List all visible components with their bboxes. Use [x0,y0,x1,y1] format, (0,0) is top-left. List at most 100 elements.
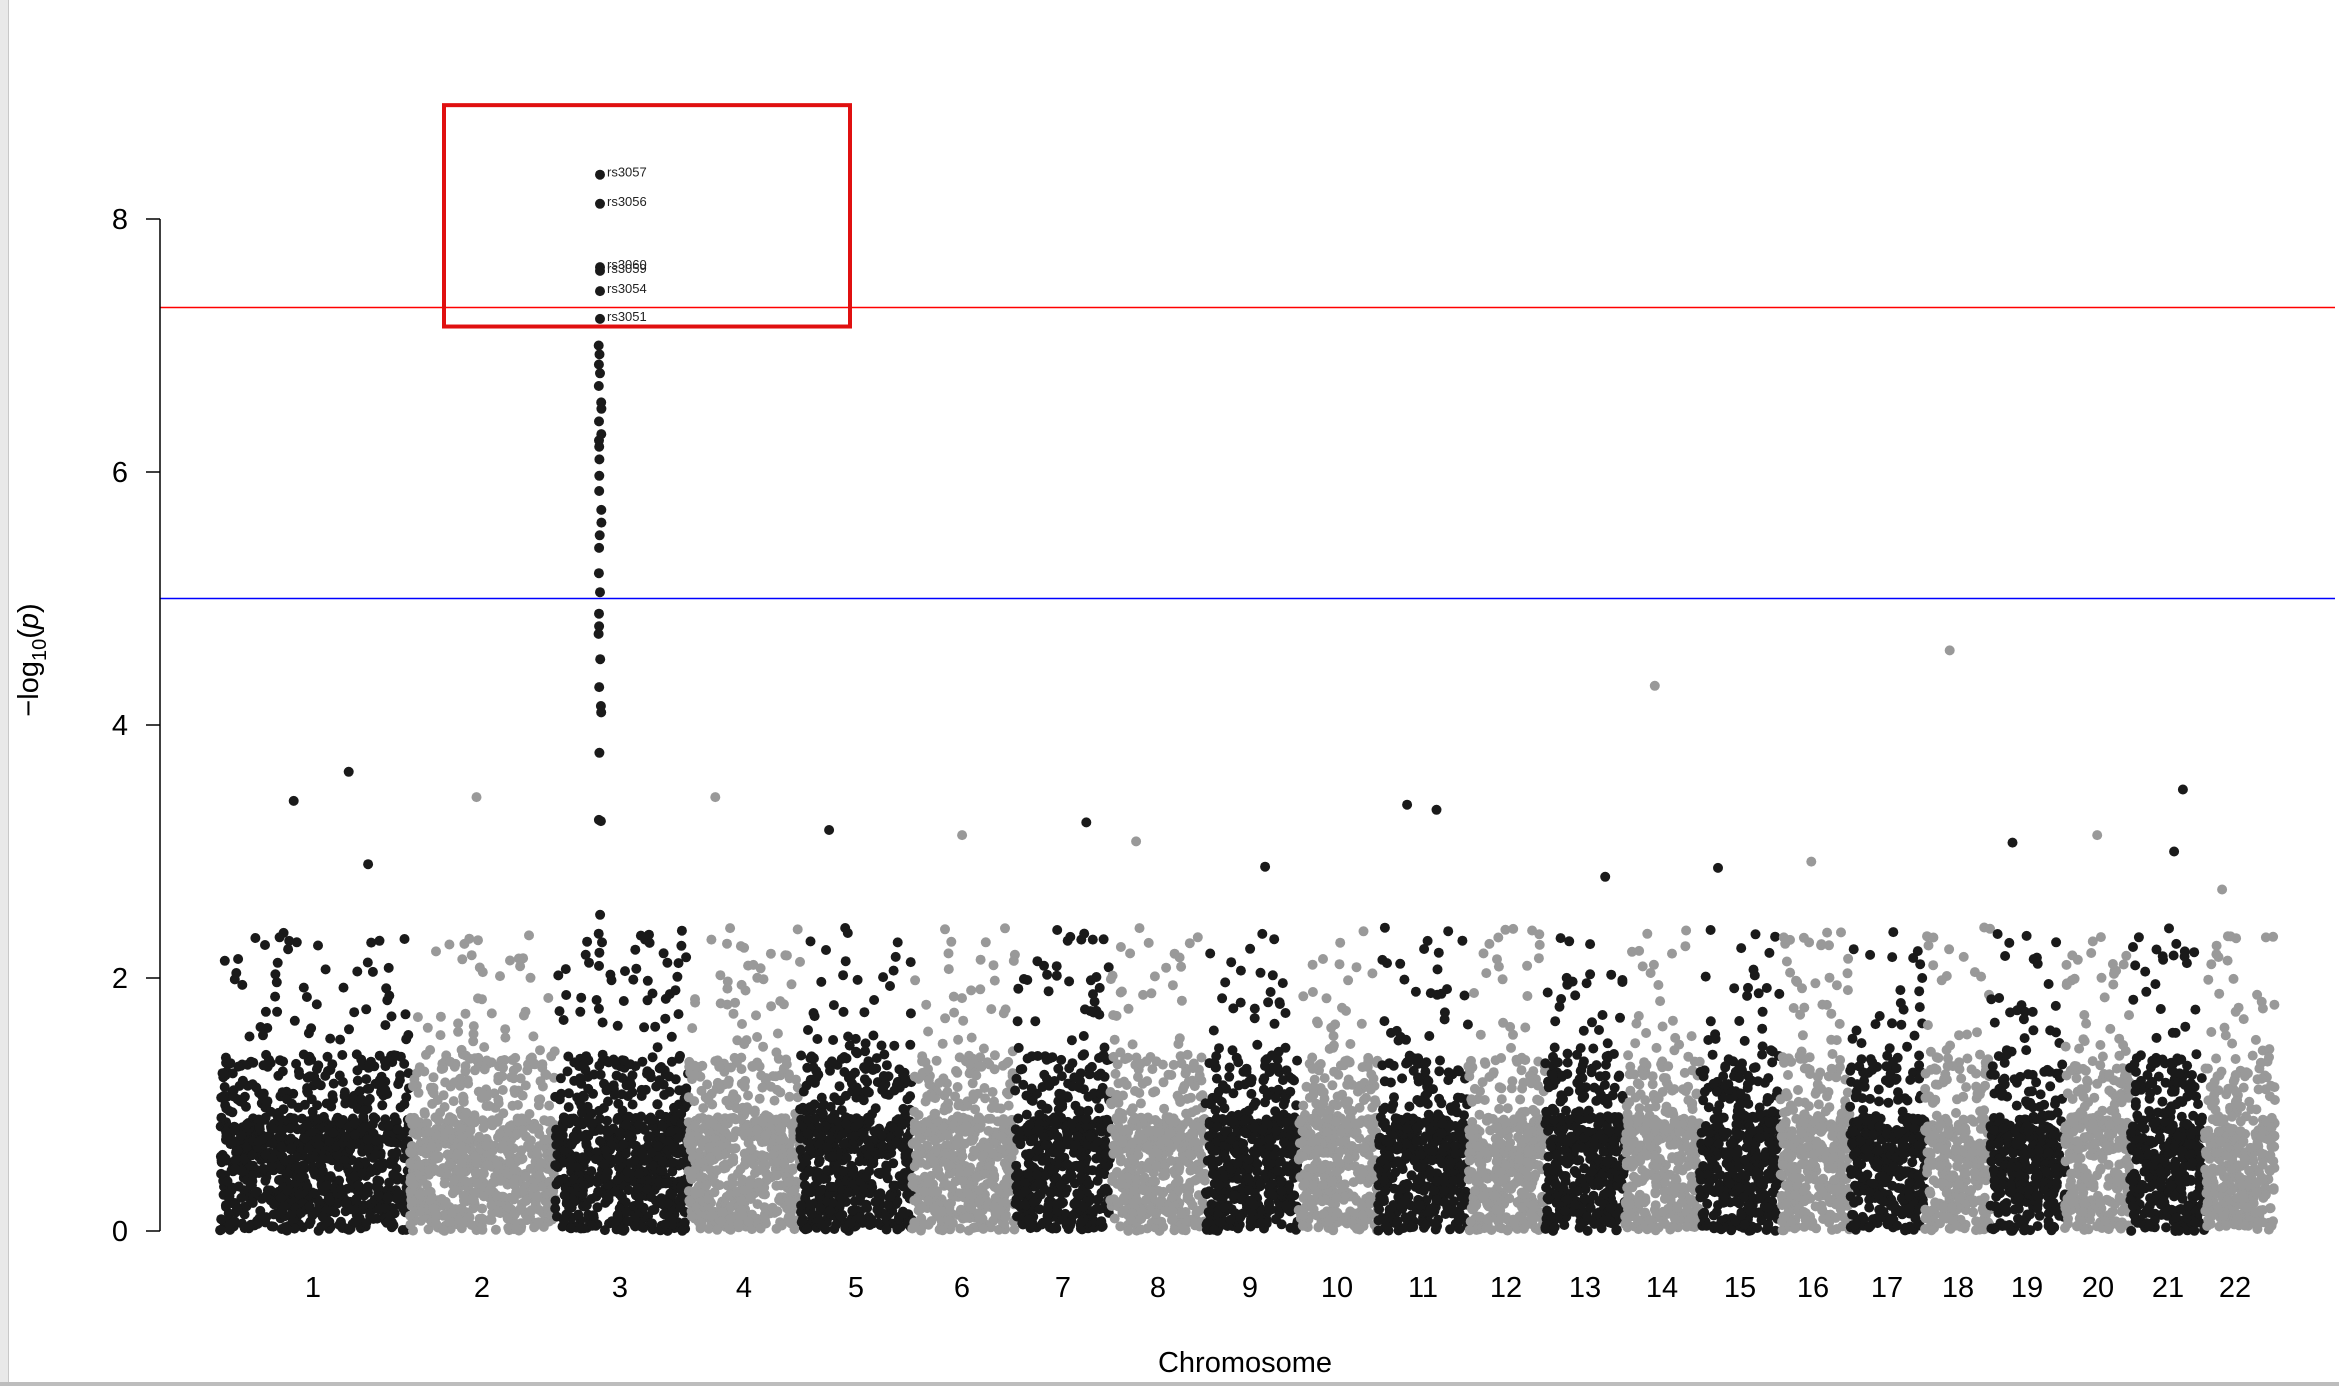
point [1093,1194,1104,1205]
point [616,1224,627,1235]
point [666,1158,677,1169]
point [931,1055,942,1066]
point [380,1020,391,1031]
point [816,1131,827,1142]
point [840,956,851,967]
point [397,1225,408,1235]
point [1091,972,1102,982]
point [295,1172,306,1183]
point [533,1100,544,1111]
point [766,1001,777,1012]
point [942,1086,953,1097]
point [623,1185,634,1196]
point [623,1091,633,1102]
point [466,950,477,961]
point [216,1092,227,1103]
point [525,972,536,983]
point [455,1080,466,1091]
point [1087,934,1098,945]
point [894,1171,905,1182]
point [388,1169,399,1180]
point [727,1092,738,1102]
point [299,1099,310,1110]
point [247,1150,258,1161]
point [341,1197,352,1208]
point [1042,969,1053,980]
point [667,1142,678,1153]
point [269,1199,279,1210]
point [1062,1159,1073,1170]
point [761,1112,772,1123]
point [373,1190,384,1201]
point [381,983,392,994]
point [565,1162,576,1172]
point [951,1139,962,1150]
point [239,1153,250,1164]
point [1067,1210,1078,1221]
point [327,1059,338,1070]
point [260,1006,271,1017]
point [591,995,602,1005]
point [1081,1114,1091,1125]
point [739,1039,750,1050]
point [326,1101,337,1112]
point [536,1157,547,1168]
point [391,1193,402,1204]
point [268,1221,279,1232]
point [574,1096,585,1107]
point [250,1187,261,1198]
point [388,1137,398,1147]
point [325,1033,336,1044]
point [384,1177,395,1188]
point [756,1164,767,1175]
point [838,1138,849,1149]
point [861,1172,872,1182]
point [223,1187,234,1198]
point [560,964,571,975]
point [989,975,1000,986]
point [267,1138,278,1149]
point [974,1196,985,1207]
point [256,1090,267,1101]
point [235,1096,246,1107]
point [594,1105,604,1116]
point [1010,1198,1021,1209]
point [963,1225,974,1236]
point [302,1181,313,1192]
point [844,1040,855,1051]
point [414,1189,425,1200]
point [878,1081,889,1092]
point [464,1212,475,1223]
point [311,1076,322,1087]
point [453,1164,464,1175]
point [219,1082,230,1092]
point [877,1141,888,1152]
point [1024,1119,1035,1130]
point [344,1024,354,1035]
point [658,948,669,959]
point [932,1164,942,1175]
point [949,1007,960,1018]
point [275,1193,286,1203]
point [828,1181,838,1192]
point [419,1109,430,1119]
point [1066,1119,1077,1130]
point [321,1180,332,1191]
point [816,976,827,987]
point [438,1090,449,1101]
point [229,974,240,985]
point [275,1055,285,1066]
point [447,1207,458,1218]
point [403,1030,414,1040]
point [244,1031,255,1042]
point [341,1223,352,1234]
point [229,1125,240,1136]
point [408,1179,419,1190]
point [587,1117,598,1128]
point [1089,996,1100,1007]
point [717,1207,728,1218]
point [292,1151,303,1162]
point [444,939,455,950]
point [849,1144,860,1155]
point [413,1087,424,1098]
